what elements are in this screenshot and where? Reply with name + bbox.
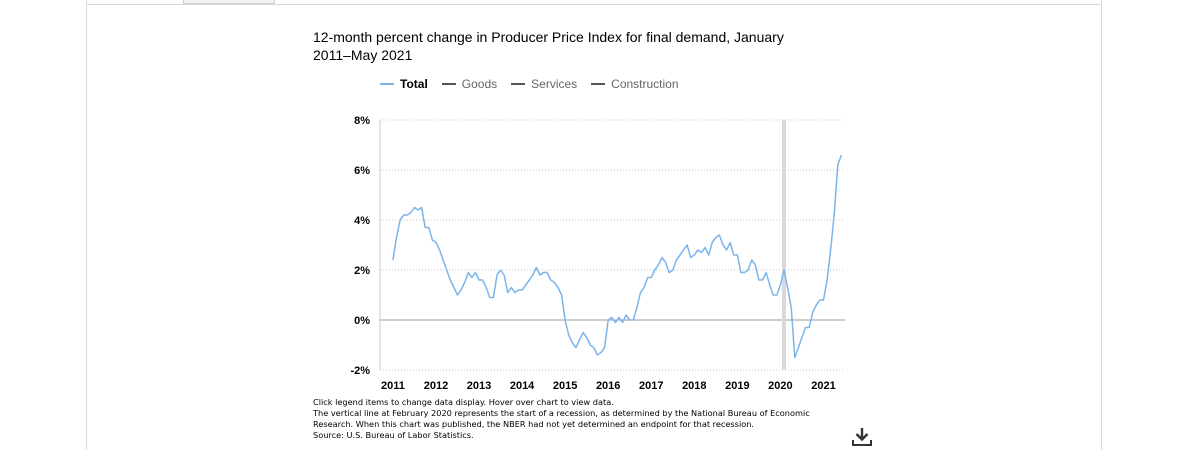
legend-label-goods: Goods <box>461 77 498 91</box>
y-tick-label: -2% <box>350 365 370 377</box>
legend-item-construction[interactable]: Construction <box>591 77 679 91</box>
chart-notes: Click legend items to change data displa… <box>313 397 853 441</box>
x-tick-label: 2012 <box>424 380 448 392</box>
x-tick-label: 2019 <box>725 380 749 392</box>
download-icon[interactable] <box>851 425 873 447</box>
note-instructions: Click legend items to change data displa… <box>313 397 614 407</box>
legend-item-services[interactable]: Services <box>511 77 577 91</box>
x-tick-label: 2021 <box>811 380 835 392</box>
x-tick-label: 2011 <box>381 380 405 392</box>
note-recession-line: The vertical line at February 2020 repre… <box>313 408 810 418</box>
legend-swatch-services <box>511 83 526 85</box>
y-tick-label: 2% <box>354 265 370 277</box>
panel-top-border <box>86 4 1102 5</box>
legend-item-goods[interactable]: Goods <box>441 77 498 91</box>
legend-label-total: Total <box>400 77 428 91</box>
x-tick-label: 2018 <box>682 380 706 392</box>
legend-item-total[interactable]: Total <box>380 77 428 91</box>
y-tick-label: 8% <box>354 115 370 127</box>
legend-label-construction: Construction <box>611 77 679 91</box>
note-source: Source: U.S. Bureau of Labor Statistics. <box>313 430 474 440</box>
panel-tab[interactable] <box>183 0 275 4</box>
note-recession-endpoint: Research. When this chart was published,… <box>313 419 755 429</box>
panel-right-border <box>1101 0 1102 450</box>
x-tick-label: 2014 <box>510 380 535 392</box>
x-tick-label: 2017 <box>639 380 663 392</box>
legend-swatch-total <box>380 83 394 85</box>
legend-label-services: Services <box>531 77 578 91</box>
y-tick-label: 6% <box>354 165 370 177</box>
chart-plot-area[interactable]: -2% 0% 2% 4% 6% 8% 2011 2012 2013 2014 2015 2016 201… <box>0 0 1192 395</box>
series-line-total <box>392 154 843 359</box>
legend-swatch-goods <box>441 83 456 85</box>
x-tick-label: 2015 <box>553 380 577 392</box>
legend-swatch-construction <box>591 83 606 85</box>
chart-legend: Total Goods Services Construction <box>380 76 693 92</box>
recession-band <box>782 120 787 370</box>
x-tick-label: 2020 <box>768 380 792 392</box>
x-tick-label: 2016 <box>596 380 620 392</box>
chart-title: 12-month percent change in Producer Pric… <box>313 29 784 63</box>
y-tick-label: 4% <box>354 215 370 227</box>
x-tick-label: 2013 <box>467 380 491 392</box>
y-tick-label: 0% <box>354 315 370 327</box>
panel-left-border <box>86 0 87 450</box>
